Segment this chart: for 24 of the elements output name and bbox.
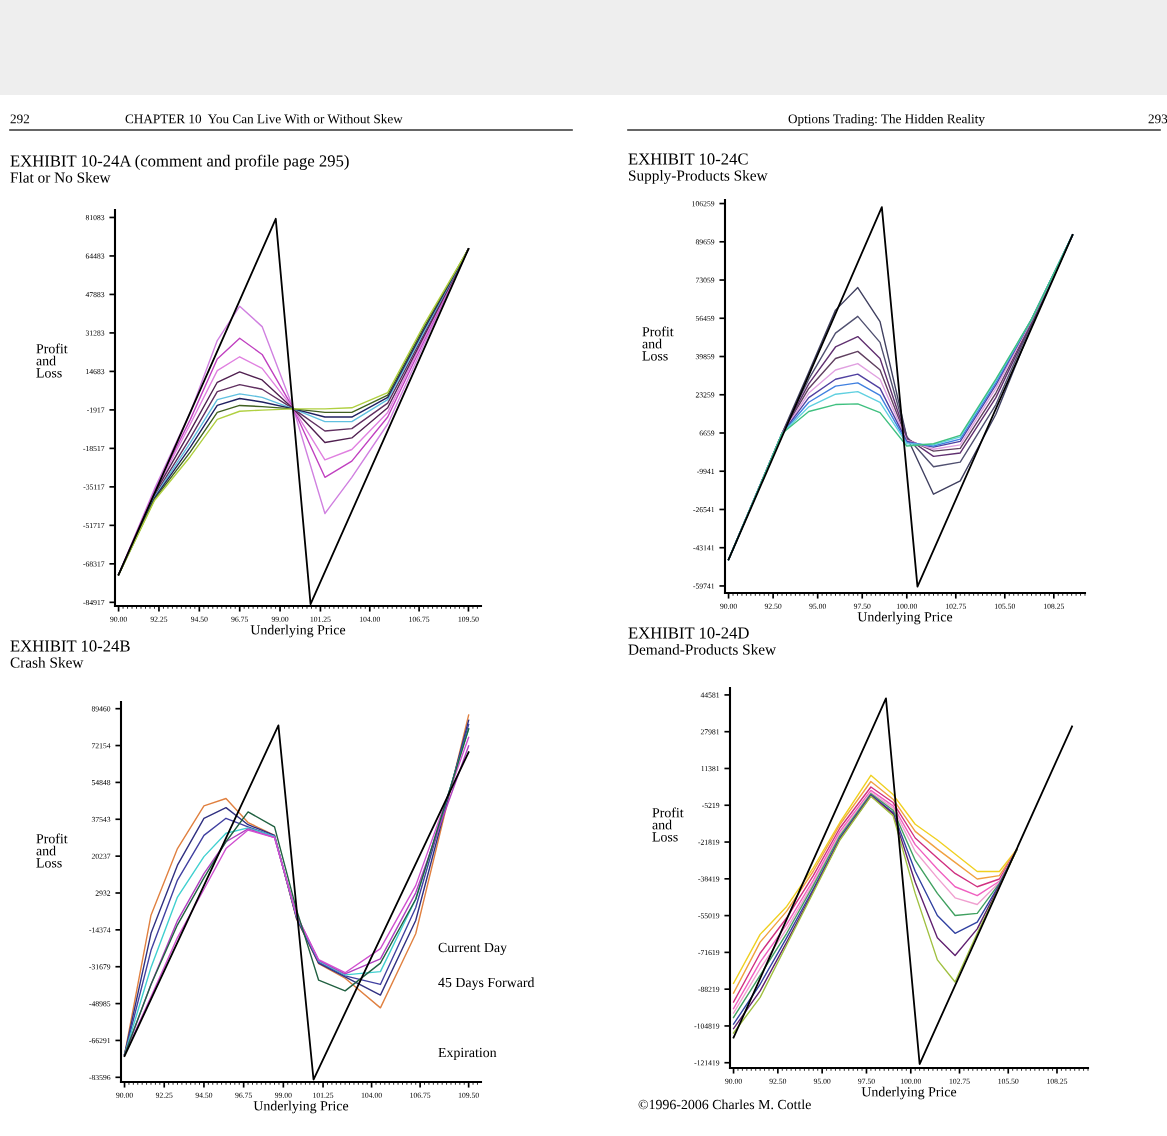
chart-title: EXHIBIT 10-24B xyxy=(10,640,130,652)
chart-subtitle: Demand-Products Skew xyxy=(628,644,777,655)
text: 292 xyxy=(10,114,30,124)
text: 293 xyxy=(1148,114,1167,124)
chart-subtitle: Supply-Products Skew xyxy=(629,170,768,184)
annotation: Current Day xyxy=(438,942,507,955)
chart-subtitle: Flat or No Skew xyxy=(10,172,111,183)
text: Options Trading: The Hidden Reality xyxy=(788,114,985,126)
x-axis-title: Underlying Price xyxy=(253,1100,349,1114)
annotation: Expiration xyxy=(438,1047,497,1060)
text: ©1996-2006 Charles M. Cottle xyxy=(638,1099,811,1110)
chart-title: EXHIBIT 10-24D xyxy=(628,627,749,639)
chart-subtitle: Crash Skew xyxy=(10,657,84,668)
y-axis-title: Profit and Loss xyxy=(642,326,674,361)
y-axis-title: Profit and Loss xyxy=(652,807,684,842)
x-axis-title: Underlying Price xyxy=(250,624,346,638)
x-axis-title: Underlying Price xyxy=(861,1086,957,1100)
x-axis-title: Underlying Price xyxy=(857,611,953,625)
y-axis-title: Profit and Loss xyxy=(36,833,68,868)
annotation: 45 Days Forward xyxy=(438,977,535,990)
y-axis-title: Profit and Loss xyxy=(36,343,68,378)
chart-title: EXHIBIT 10-24C xyxy=(628,153,748,165)
chart-title: EXHIBIT 10-24A (comment and profile page 295) xyxy=(10,154,349,170)
text: CHAPTER 10 You Can Live With or Without Skew xyxy=(125,114,403,124)
